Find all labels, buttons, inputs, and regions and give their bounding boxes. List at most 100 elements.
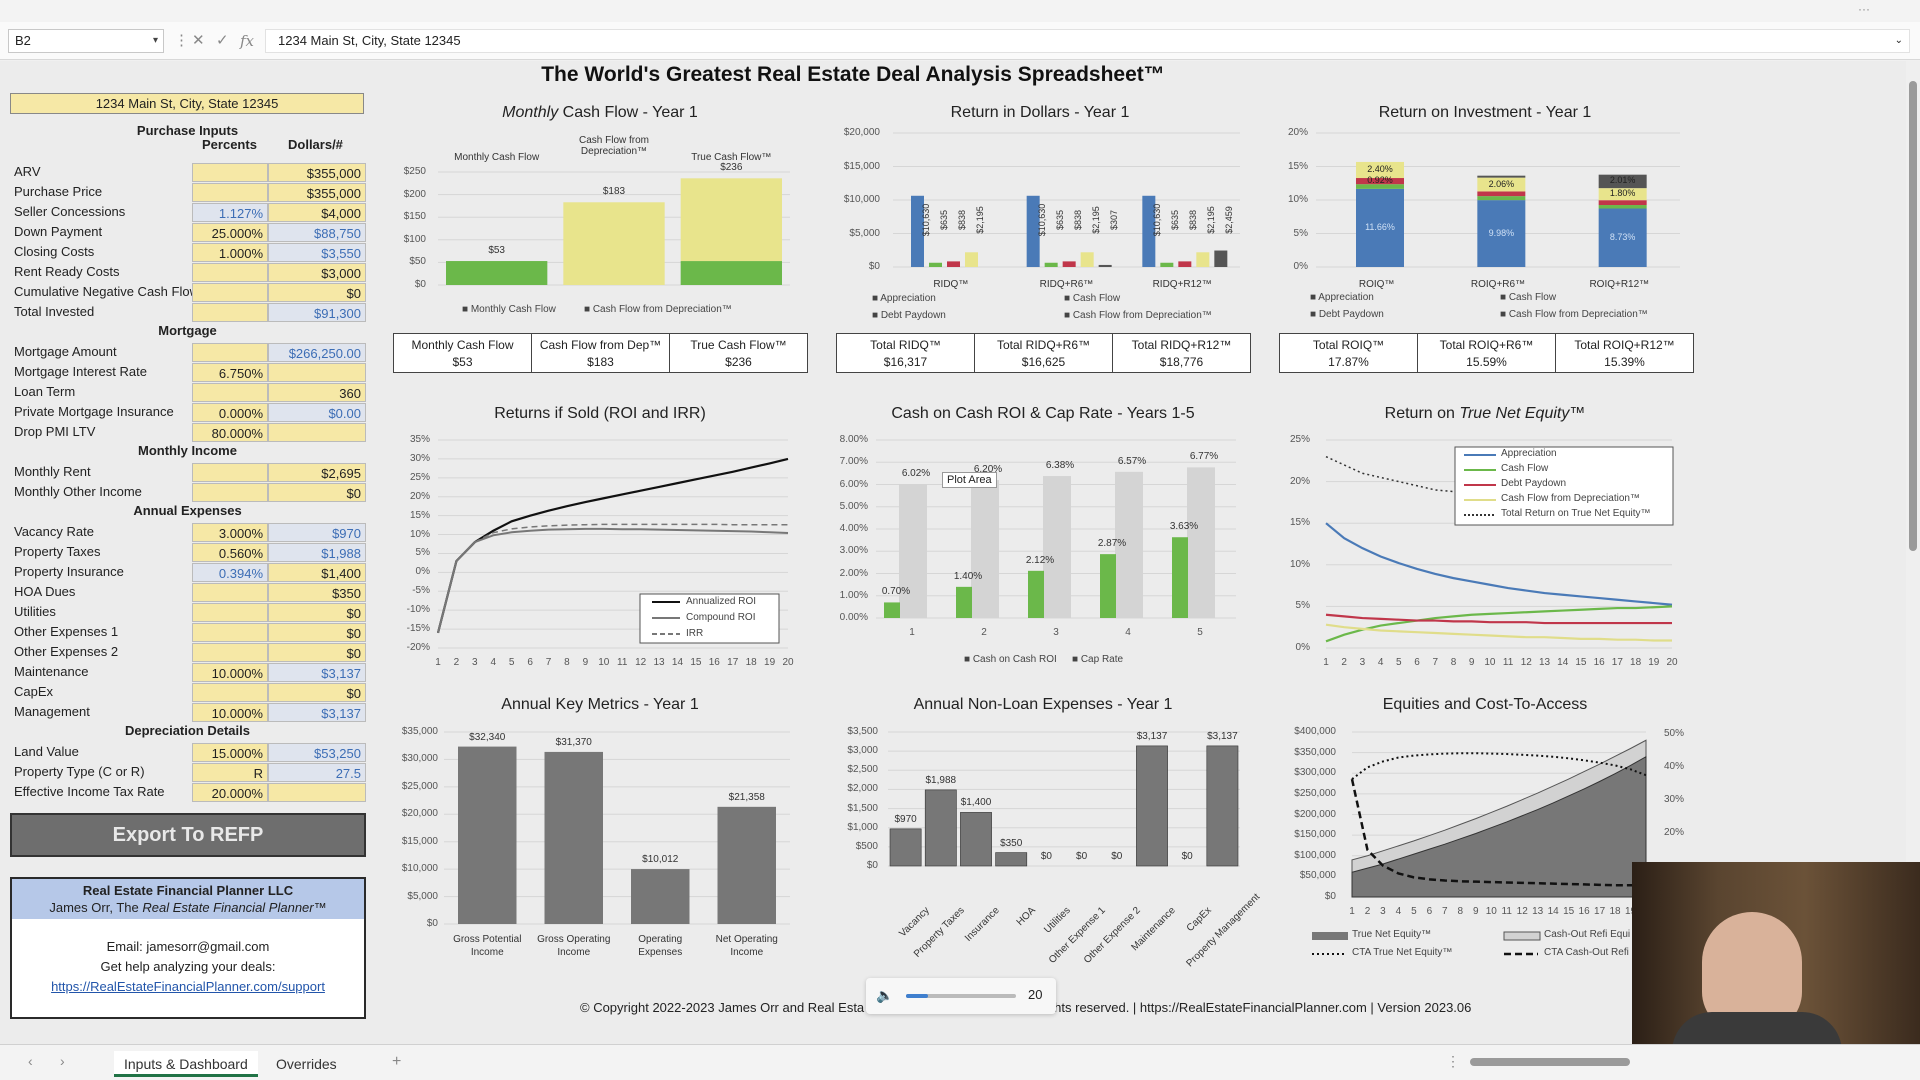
volume-fill — [906, 994, 928, 998]
percent-cell[interactable]: 15.000% — [192, 743, 268, 762]
row-label: Other Expenses 1 — [14, 624, 119, 639]
kebab-icon[interactable]: ⋮ — [174, 32, 189, 49]
percent-cell[interactable] — [192, 343, 268, 362]
dollar-cell[interactable]: $91,300 — [268, 303, 366, 322]
bar-expense — [1136, 745, 1168, 867]
y-tick: $400,000 — [1294, 726, 1336, 737]
percent-cell[interactable]: 10.000% — [192, 703, 268, 722]
cancel-icon[interactable]: ✕ — [192, 32, 205, 49]
property-address[interactable]: 1234 Main St, City, State 12345 — [10, 93, 364, 114]
bar-return — [1214, 250, 1228, 267]
dollar-cell[interactable]: $88,750 — [268, 223, 366, 242]
x-tick: 19 — [764, 657, 776, 668]
options-icon[interactable]: ⋮ — [1446, 1053, 1460, 1069]
dollar-cell[interactable]: $355,000 — [268, 183, 366, 202]
percent-cell[interactable] — [192, 483, 268, 502]
add-sheet-icon[interactable]: + — [392, 1053, 402, 1070]
percent-cell[interactable] — [192, 603, 268, 622]
percent-cell[interactable]: 3.000% — [192, 523, 268, 542]
horizontal-scroll-thumb[interactable] — [1470, 1058, 1630, 1066]
input-row: Purchase Price $355,000 — [10, 183, 366, 202]
input-row: Management 10.000% $3,137 — [10, 703, 366, 722]
percent-cell[interactable] — [192, 623, 268, 642]
percent-cell[interactable]: 10.000% — [192, 663, 268, 682]
y-tick: -20% — [406, 642, 430, 653]
dollar-cell[interactable]: $1,400 — [268, 563, 366, 582]
category-label: RIDQ+R12™ — [1152, 279, 1212, 290]
x-tick: 8 — [1450, 657, 1457, 668]
percent-cell[interactable]: 0.394% — [192, 563, 268, 582]
volume-slider[interactable] — [906, 994, 1016, 998]
dollar-cell[interactable] — [268, 363, 366, 382]
percent-cell[interactable] — [192, 583, 268, 602]
data-label: $838 — [1188, 209, 1199, 231]
percent-cell[interactable] — [192, 383, 268, 402]
dollar-cell[interactable]: $3,137 — [268, 663, 366, 682]
dollar-cell[interactable]: $350 — [268, 583, 366, 602]
percent-cell[interactable] — [192, 643, 268, 662]
confirm-icon[interactable]: ✓ — [216, 32, 229, 49]
data-label: 2.01% — [1609, 175, 1636, 186]
scroll-thumb[interactable] — [1909, 81, 1917, 551]
formula-input[interactable]: 1234 Main St, City, State 12345 ⌄ — [265, 29, 1910, 53]
dollar-cell[interactable]: 360 — [268, 383, 366, 402]
percent-cell[interactable]: 1.127% — [192, 203, 268, 222]
dollar-cell[interactable]: $0 — [268, 683, 366, 702]
dollar-cell[interactable]: $0 — [268, 483, 366, 502]
dollar-cell[interactable]: $266,250.00 — [268, 343, 366, 362]
tab-overrides[interactable]: Overrides — [276, 1056, 337, 1072]
section-header-mortgage: Mortgage — [158, 323, 217, 338]
row-label: Rent Ready Costs — [14, 264, 120, 279]
percent-cell[interactable]: 20.000% — [192, 783, 268, 802]
percent-cell[interactable] — [192, 263, 268, 282]
dollar-cell[interactable]: $0.00 — [268, 403, 366, 422]
dollar-cell[interactable]: $970 — [268, 523, 366, 542]
export-button[interactable]: Export To REFP — [10, 813, 366, 857]
speaker-icon[interactable]: 🔈 — [876, 987, 894, 1003]
y-tick: $15,000 — [843, 160, 880, 172]
dollar-cell[interactable]: $0 — [268, 603, 366, 622]
dollar-cell[interactable] — [268, 783, 366, 802]
function-icon[interactable]: fx — [240, 32, 255, 50]
chevron-down-icon[interactable]: ▾ — [152, 35, 158, 46]
percent-cell[interactable] — [192, 303, 268, 322]
percent-cell[interactable]: 80.000% — [192, 423, 268, 442]
legend-item: ■ Cash Flow from Depreciation™ — [1500, 309, 1648, 320]
dollar-cell[interactable]: 27.5 — [268, 763, 366, 782]
percent-cell[interactable]: 6.750% — [192, 363, 268, 382]
dollar-cell[interactable]: $3,137 — [268, 703, 366, 722]
dollar-cell[interactable]: $53,250 — [268, 743, 366, 762]
dollar-cell[interactable]: $3,000 — [268, 263, 366, 282]
prev-sheet-icon[interactable]: ‹ — [28, 1053, 33, 1069]
dollar-cell[interactable]: $0 — [268, 283, 366, 302]
percent-cell[interactable] — [192, 183, 268, 202]
dollar-cell[interactable] — [268, 423, 366, 442]
dollar-cell[interactable]: $3,550 — [268, 243, 366, 262]
dollar-cell[interactable]: $4,000 — [268, 203, 366, 222]
support-link[interactable]: https://RealEstateFinancialPlanner.com/s… — [51, 979, 325, 994]
more-options-icon[interactable]: ··· — [1858, 2, 1870, 16]
percent-cell[interactable]: R — [192, 763, 268, 782]
percent-cell[interactable] — [192, 463, 268, 482]
percent-cell[interactable]: 0.000% — [192, 403, 268, 422]
dollar-cell[interactable]: $0 — [268, 643, 366, 662]
vertical-scrollbar[interactable] — [1906, 61, 1920, 1044]
next-sheet-icon[interactable]: › — [60, 1053, 65, 1069]
percent-cell[interactable] — [192, 683, 268, 702]
dollar-cell[interactable]: $1,988 — [268, 543, 366, 562]
legend-item: True Net Equity™ — [1352, 929, 1432, 940]
percent-cell[interactable] — [192, 283, 268, 302]
volume-control[interactable]: 🔈 20 — [866, 978, 1056, 1014]
dollar-cell[interactable]: $0 — [268, 623, 366, 642]
dollar-cell[interactable]: $2,695 — [268, 463, 366, 482]
percent-cell[interactable] — [192, 163, 268, 182]
tab-inputs-dashboard[interactable]: Inputs & Dashboard — [114, 1051, 258, 1077]
dollar-cell[interactable]: $355,000 — [268, 163, 366, 182]
percent-cell[interactable]: 1.000% — [192, 243, 268, 262]
expand-formula-icon[interactable]: ⌄ — [1894, 35, 1903, 46]
name-box[interactable]: B2 ▾ — [8, 29, 164, 53]
percent-cell[interactable]: 0.560% — [192, 543, 268, 562]
percent-cell[interactable]: 25.000% — [192, 223, 268, 242]
bar-return — [1062, 261, 1076, 267]
